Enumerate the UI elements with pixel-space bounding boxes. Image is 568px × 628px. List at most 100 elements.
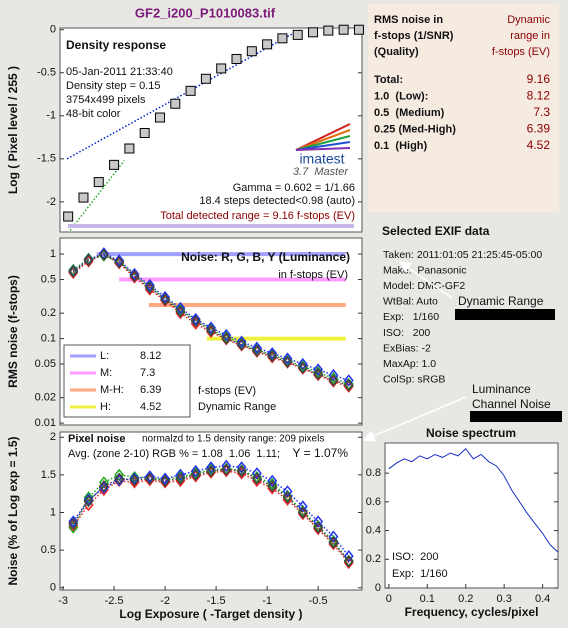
- table-label: 0.25 (Med-High): [374, 123, 456, 135]
- decorations: [68, 123, 562, 442]
- marker: [124, 143, 135, 154]
- marker: [206, 464, 216, 478]
- marker: [282, 354, 293, 367]
- series-line: [66, 29, 301, 160]
- chart-note: Y = 1.07%: [293, 446, 349, 460]
- table-label: Total:: [374, 74, 403, 86]
- marker: [114, 472, 125, 485]
- imatest-logo: [295, 123, 351, 151]
- chart-note: f-stops (EV): [198, 385, 256, 397]
- marker: [185, 85, 196, 96]
- marker: [154, 112, 165, 123]
- marker: [277, 33, 288, 44]
- marker: [313, 367, 324, 381]
- marker: [343, 549, 354, 563]
- chart-note: in f-stops (EV): [278, 269, 348, 281]
- marker: [83, 491, 94, 504]
- series-line: [72, 465, 350, 557]
- y-tick-label: -2: [46, 196, 56, 208]
- series-line: [388, 447, 559, 553]
- marker: [175, 468, 186, 482]
- marker: [313, 521, 324, 534]
- marker: [292, 29, 303, 40]
- marker: [338, 24, 349, 35]
- marker: [129, 269, 140, 283]
- exif-line: ColSp: sRGB: [383, 374, 445, 386]
- table-header: Dynamic: [507, 14, 550, 26]
- marker: [236, 337, 247, 350]
- chart-title: Noise spectrum: [426, 426, 516, 440]
- marker: [308, 27, 319, 38]
- marker: [175, 303, 186, 316]
- table-value: 7.3: [533, 105, 550, 119]
- marker: [190, 315, 201, 328]
- plot-area: [59, 27, 363, 233]
- table-header: (Quality): [374, 46, 419, 58]
- marker: [190, 468, 201, 482]
- chart-note: 18.4 steps detected<0.98 (auto): [199, 195, 355, 207]
- series-line: [72, 254, 349, 385]
- marker: [231, 53, 242, 64]
- table-value: 9.16: [527, 72, 551, 86]
- x-tick-label: 0: [386, 593, 392, 605]
- marker: [282, 352, 293, 365]
- exif-line: ExBias: -2: [383, 342, 431, 354]
- marker: [206, 324, 216, 337]
- marker: [297, 361, 308, 375]
- marker: [139, 128, 150, 139]
- y-tick-label: 0.05: [35, 358, 56, 370]
- marker: [236, 464, 247, 478]
- y-tick-label: 0.01: [35, 417, 56, 429]
- chart-note: Exp: 1/160: [392, 568, 448, 580]
- y-tick-label: 0.2: [366, 553, 381, 565]
- marker: [328, 374, 339, 387]
- y-tick-label: 0.8: [366, 467, 381, 479]
- marker: [175, 301, 186, 315]
- marker: [313, 363, 324, 376]
- chart-note: 05-Jan-2011 21:33:40: [66, 66, 173, 78]
- marker: [236, 338, 247, 351]
- annotation-arrow: [398, 261, 453, 299]
- exif-line: MaxAp: 1.0: [383, 358, 436, 370]
- table-header: f-stops (EV): [492, 46, 550, 58]
- table-header: RMS noise in: [374, 14, 443, 26]
- series-line: [69, 160, 125, 231]
- marker: [144, 472, 155, 485]
- marker: [221, 332, 232, 345]
- exif-line: Make: Panasonic: [383, 264, 466, 276]
- marker: [78, 192, 89, 203]
- y-tick-label: 1: [50, 506, 56, 518]
- legend-name: M-H:: [100, 384, 124, 396]
- y-tick-label: -1: [46, 110, 56, 122]
- marker: [297, 506, 308, 519]
- exif-line: WtBal: Auto: [383, 296, 438, 308]
- marker: [282, 355, 293, 369]
- plot-area: [384, 442, 559, 589]
- marker: [160, 472, 171, 485]
- marker: [83, 253, 94, 267]
- y-tick-label: 0.5: [41, 544, 56, 556]
- marker: [109, 159, 120, 170]
- chart-title: Noise: R, G, B, Y (Luminance): [181, 250, 350, 264]
- legend-name: M:: [100, 367, 112, 379]
- chart-note: Gamma = 0.602 = 1/1.66: [233, 182, 355, 194]
- table-label: 1.0 (Low):: [374, 90, 428, 102]
- y-tick-label: -1.5: [37, 153, 56, 165]
- marker: [93, 177, 104, 188]
- table-value: 6.39: [527, 122, 551, 136]
- chart-title: Density response: [66, 38, 166, 52]
- chart-note: Density step = 0.15: [66, 80, 160, 92]
- marker: [114, 256, 125, 269]
- marker: [68, 265, 79, 278]
- marker: [236, 335, 247, 348]
- x-axis-label: Log Exposure ( -Target density ): [119, 607, 302, 621]
- y-tick-label: 2: [50, 431, 56, 443]
- marker: [144, 470, 155, 483]
- marker: [251, 472, 262, 485]
- y-axis-label: RMS noise (f-stops): [6, 275, 20, 388]
- marker: [98, 479, 109, 493]
- marker: [98, 247, 109, 260]
- y-tick-label: 1.5: [41, 469, 56, 481]
- redaction-bar: [470, 411, 562, 422]
- marker: [206, 321, 216, 334]
